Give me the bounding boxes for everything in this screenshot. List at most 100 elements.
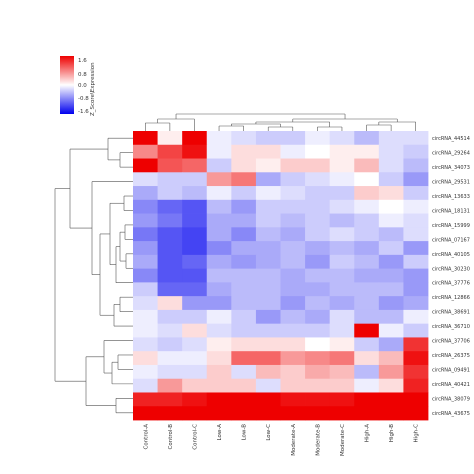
heatmap-cell [182, 199, 208, 214]
heatmap-cell [206, 364, 232, 380]
heatmap-cell [157, 144, 183, 159]
heatmap-cell [206, 172, 232, 187]
heatmap-cell [280, 254, 306, 270]
heatmap-cell [206, 241, 232, 256]
heatmap-cell [305, 337, 331, 352]
heatmap-cell [255, 158, 281, 173]
row-labels: circRNA_44514 circRNA_29264 circRNA_34073c… [432, 136, 470, 417]
heatmap-cell [182, 213, 208, 228]
heatmap-cell [403, 392, 429, 407]
heatmap-cell [354, 378, 380, 393]
heatmap-cell [280, 351, 306, 366]
heatmap-cell [403, 213, 429, 228]
heatmap-cell [255, 199, 281, 214]
heatmap-cell [329, 351, 355, 366]
heatmap-cell [231, 296, 257, 311]
heatmap-cell [280, 378, 306, 393]
heatmap-cell [305, 268, 331, 283]
heatmap-cell [280, 282, 306, 297]
heatmap-cell [231, 144, 257, 159]
row-label: circRNA_09491 [432, 367, 470, 373]
heatmap-cell [354, 158, 380, 173]
heatmap-cell [255, 282, 281, 297]
heatmap-cell [354, 172, 380, 187]
heatmap-cell [403, 351, 429, 366]
heatmap-cell [157, 351, 183, 366]
heatmap-cell [182, 254, 208, 270]
legend-tick-label: 0.0 [78, 83, 87, 89]
heatmap-cell [133, 227, 158, 242]
heatmap-cell [305, 406, 331, 421]
heatmap-cell [133, 268, 158, 283]
heatmap-cell [354, 241, 380, 256]
heatmap-cell [231, 254, 257, 270]
legend-tick-label: -1.6 [78, 109, 89, 115]
heatmap-cell [182, 186, 208, 201]
heatmap-cell [280, 364, 306, 380]
row-label: circRNA_30230 [432, 266, 470, 272]
row-label: circRNA_40105 [432, 252, 470, 258]
heatmap-cell [255, 378, 281, 393]
column-label: High-A [365, 424, 371, 443]
heatmap-cell [182, 351, 208, 366]
heatmap-cell [133, 282, 158, 297]
heatmap-cell [255, 323, 281, 338]
heatmap-cell [157, 378, 183, 393]
heatmap-cell [133, 364, 158, 380]
heatmap-cell [255, 268, 281, 283]
heatmap-cell [403, 296, 429, 311]
heatmap-cell [182, 323, 208, 338]
heatmap-cell [157, 158, 183, 173]
heatmap-cell [206, 131, 232, 146]
heatmap-cell [231, 186, 257, 201]
heatmap-cell [182, 227, 208, 242]
heatmap-cell [305, 378, 331, 393]
heatmap-cell [329, 309, 355, 325]
heatmap-cell [305, 158, 331, 173]
heatmap-cell [280, 158, 306, 173]
heatmap-cell [403, 323, 429, 338]
legend-color-bar [60, 56, 74, 114]
heatmap-cell [305, 131, 331, 146]
heatmap-cell [403, 337, 429, 352]
row-dendrogram [54, 137, 133, 414]
heatmap-cell [378, 213, 404, 228]
heatmap-cell [182, 296, 208, 311]
heatmap-cell [403, 282, 429, 297]
heatmap-cell [378, 241, 404, 256]
heatmap-cell [329, 337, 355, 352]
heatmap-cell [305, 296, 331, 311]
heatmap-cell [255, 296, 281, 311]
heatmap-cell [206, 186, 232, 201]
heatmap-cell [403, 172, 429, 187]
row-label: circRNA_34073 [432, 165, 470, 171]
heatmap-cell [255, 241, 281, 256]
heatmap-cell [329, 406, 355, 421]
row-label: circRNA_38691 [432, 310, 470, 316]
heatmap-cell [133, 213, 158, 228]
heatmap-cell [182, 392, 208, 407]
row-label: circRNA_07167 [432, 237, 470, 243]
heatmap-cell [206, 268, 232, 283]
heatmap-cell [329, 172, 355, 187]
heatmap-cell [329, 296, 355, 311]
heatmap-cell [206, 351, 232, 366]
heatmap-cell [133, 186, 158, 201]
heatmap-cell [354, 213, 380, 228]
heatmap-cell [133, 392, 158, 407]
heatmap-cell [255, 131, 281, 146]
row-label: circRNA_15999 [432, 223, 470, 229]
heatmap-cell [378, 268, 404, 283]
heatmap-cell [329, 241, 355, 256]
heatmap-cell [329, 392, 355, 407]
heatmap-cell [305, 144, 331, 159]
heatmap-cell [403, 227, 429, 242]
heatmap-cell [255, 364, 281, 380]
heatmap-cell [206, 309, 232, 325]
row-label: circRNA_40421 [432, 382, 470, 388]
heatmap-cell [329, 213, 355, 228]
column-label: Low-C [266, 424, 272, 441]
legend-tick-label: 1.6 [78, 58, 87, 64]
heatmap-cell [157, 213, 183, 228]
heatmap-cell [378, 158, 404, 173]
